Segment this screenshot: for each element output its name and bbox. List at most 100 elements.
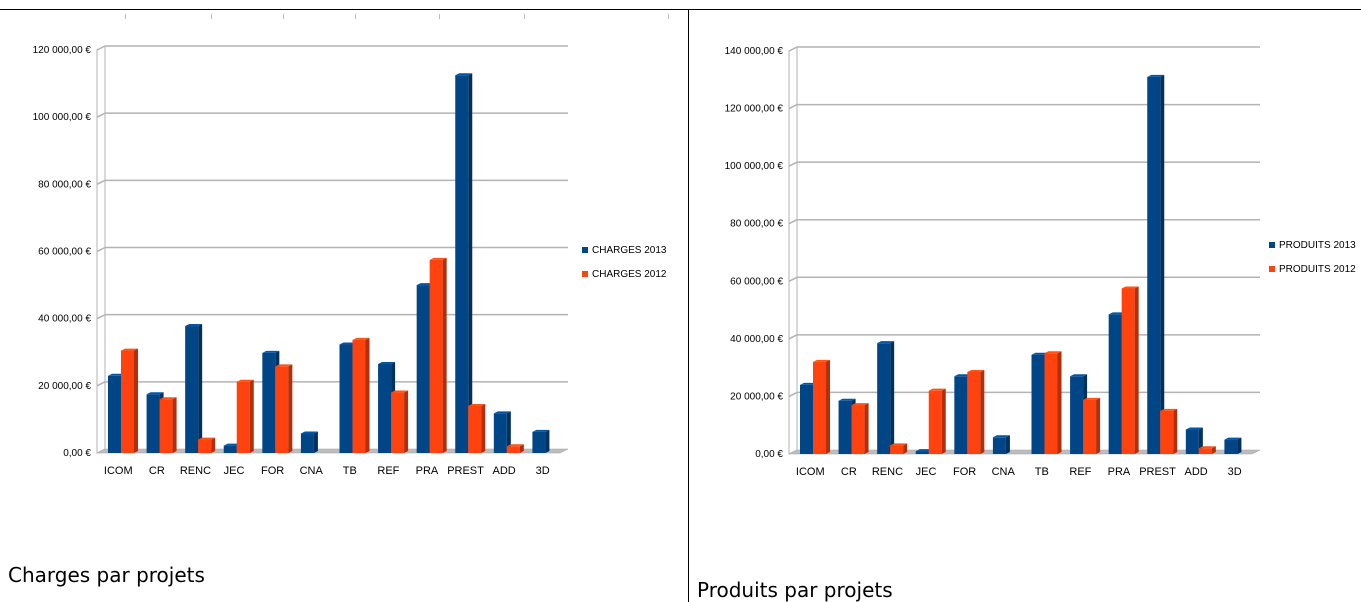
bar-ref-b[interactable] xyxy=(1083,397,1101,454)
produits-bar-chart[interactable]: 0,00 € 20 000,00 € 40 000,00 € 60 000,00 € 8… xyxy=(689,10,1361,602)
bar-front[interactable] xyxy=(223,445,237,453)
bar-add-a[interactable] xyxy=(493,411,511,453)
bar-top[interactable] xyxy=(506,444,524,447)
bar-prest-a[interactable] xyxy=(455,73,473,453)
bar-side[interactable] xyxy=(941,388,946,454)
bar-top[interactable] xyxy=(954,374,972,377)
bar-front[interactable] xyxy=(146,394,160,453)
bar-renc-a[interactable] xyxy=(877,341,895,454)
bar-pra-b[interactable] xyxy=(429,257,447,453)
bar-side[interactable] xyxy=(313,431,318,453)
bar-prest-b[interactable] xyxy=(468,403,486,453)
bar-side[interactable] xyxy=(1211,446,1216,454)
bar-side[interactable] xyxy=(442,257,447,453)
bar-front[interactable] xyxy=(262,352,276,453)
bar-front[interactable] xyxy=(813,361,826,454)
bar-front[interactable] xyxy=(455,75,469,453)
bar-front[interactable] xyxy=(1044,353,1058,454)
bar-front[interactable] xyxy=(992,437,1006,454)
bar-top[interactable] xyxy=(468,403,486,406)
bar-renc-b[interactable] xyxy=(890,443,908,454)
bar-front[interactable] xyxy=(877,343,891,454)
bar-top[interactable] xyxy=(890,443,908,446)
bar-side[interactable] xyxy=(1005,435,1010,454)
bar-side[interactable] xyxy=(980,369,985,454)
bar-top[interactable] xyxy=(915,449,933,452)
bar-cna-a[interactable] xyxy=(992,435,1010,454)
bar-side[interactable] xyxy=(903,443,908,454)
bar-top[interactable] xyxy=(838,398,856,401)
bar-front[interactable] xyxy=(159,399,173,453)
bar-icom-b[interactable] xyxy=(121,348,138,453)
bar-top[interactable] xyxy=(1224,437,1242,440)
bar-front[interactable] xyxy=(1198,448,1212,454)
bar-add-b[interactable] xyxy=(506,444,524,453)
bar-top[interactable] xyxy=(185,324,203,327)
bar-side[interactable] xyxy=(1173,408,1178,454)
bar-top[interactable] xyxy=(1083,397,1101,400)
bar-front[interactable] xyxy=(967,371,981,454)
bar-top[interactable] xyxy=(416,283,434,286)
bar-3d-a[interactable] xyxy=(532,429,550,453)
bar-front[interactable] xyxy=(185,326,199,453)
bar-side[interactable] xyxy=(864,403,869,454)
bar-top[interactable] xyxy=(1108,312,1126,315)
bar-front[interactable] xyxy=(800,384,813,454)
bar-top[interactable] xyxy=(1070,374,1088,377)
bar-front[interactable] xyxy=(1108,314,1122,454)
bar-top[interactable] xyxy=(262,350,280,353)
bar-front[interactable] xyxy=(468,405,482,453)
bar-top[interactable] xyxy=(455,73,473,76)
bar-front[interactable] xyxy=(300,433,314,453)
bar-side[interactable] xyxy=(1134,286,1139,454)
bar-side[interactable] xyxy=(134,348,138,453)
bar-top[interactable] xyxy=(851,403,869,406)
bar-top[interactable] xyxy=(352,337,370,340)
bar-top[interactable] xyxy=(300,431,318,434)
bar-top[interactable] xyxy=(339,342,357,345)
bar-top[interactable] xyxy=(1044,351,1062,354)
bar-front[interactable] xyxy=(1185,429,1199,454)
bar-top[interactable] xyxy=(967,369,985,372)
bar-top[interactable] xyxy=(992,435,1010,438)
bar-front[interactable] xyxy=(890,445,904,454)
bar-icom-b[interactable] xyxy=(813,359,830,454)
bar-top[interactable] xyxy=(800,382,817,385)
bar-front[interactable] xyxy=(506,446,520,453)
bar-side[interactable] xyxy=(506,411,511,453)
bar-front[interactable] xyxy=(1147,76,1161,455)
bar-cr-b[interactable] xyxy=(851,403,869,454)
bar-front[interactable] xyxy=(493,413,507,453)
bar-side[interactable] xyxy=(288,364,293,453)
bar-top[interactable] xyxy=(928,388,946,391)
bar-front[interactable] xyxy=(1160,410,1174,454)
bar-top[interactable] xyxy=(1121,286,1139,289)
bar-top[interactable] xyxy=(1147,74,1165,77)
bar-for-b[interactable] xyxy=(967,369,985,454)
bar-side[interactable] xyxy=(545,429,550,453)
bar-top[interactable] xyxy=(877,341,895,344)
bar-front[interactable] xyxy=(429,259,443,453)
bar-tb-b[interactable] xyxy=(352,337,370,453)
bar-side[interactable] xyxy=(1237,437,1242,454)
bar-side[interactable] xyxy=(1057,351,1062,454)
bar-side[interactable] xyxy=(826,359,830,454)
bar-side[interactable] xyxy=(890,341,895,454)
bar-ref-b[interactable] xyxy=(391,390,409,453)
bar-pra-b[interactable] xyxy=(1121,286,1139,454)
bar-front[interactable] xyxy=(1070,376,1084,454)
bar-front[interactable] xyxy=(532,431,546,453)
bar-for-b[interactable] xyxy=(275,364,293,453)
bar-front[interactable] xyxy=(1121,288,1135,454)
bar-side[interactable] xyxy=(172,397,177,453)
bar-cr-b[interactable] xyxy=(159,397,177,453)
bar-front[interactable] xyxy=(1031,354,1045,454)
bar-top[interactable] xyxy=(108,373,125,376)
bar-side[interactable] xyxy=(1096,397,1101,454)
bar-top[interactable] xyxy=(391,390,409,393)
bar-top[interactable] xyxy=(121,348,138,351)
bar-add-b[interactable] xyxy=(1198,446,1216,454)
bar-front[interactable] xyxy=(121,350,134,453)
bar-front[interactable] xyxy=(1224,439,1238,454)
bar-top[interactable] xyxy=(1160,408,1178,411)
